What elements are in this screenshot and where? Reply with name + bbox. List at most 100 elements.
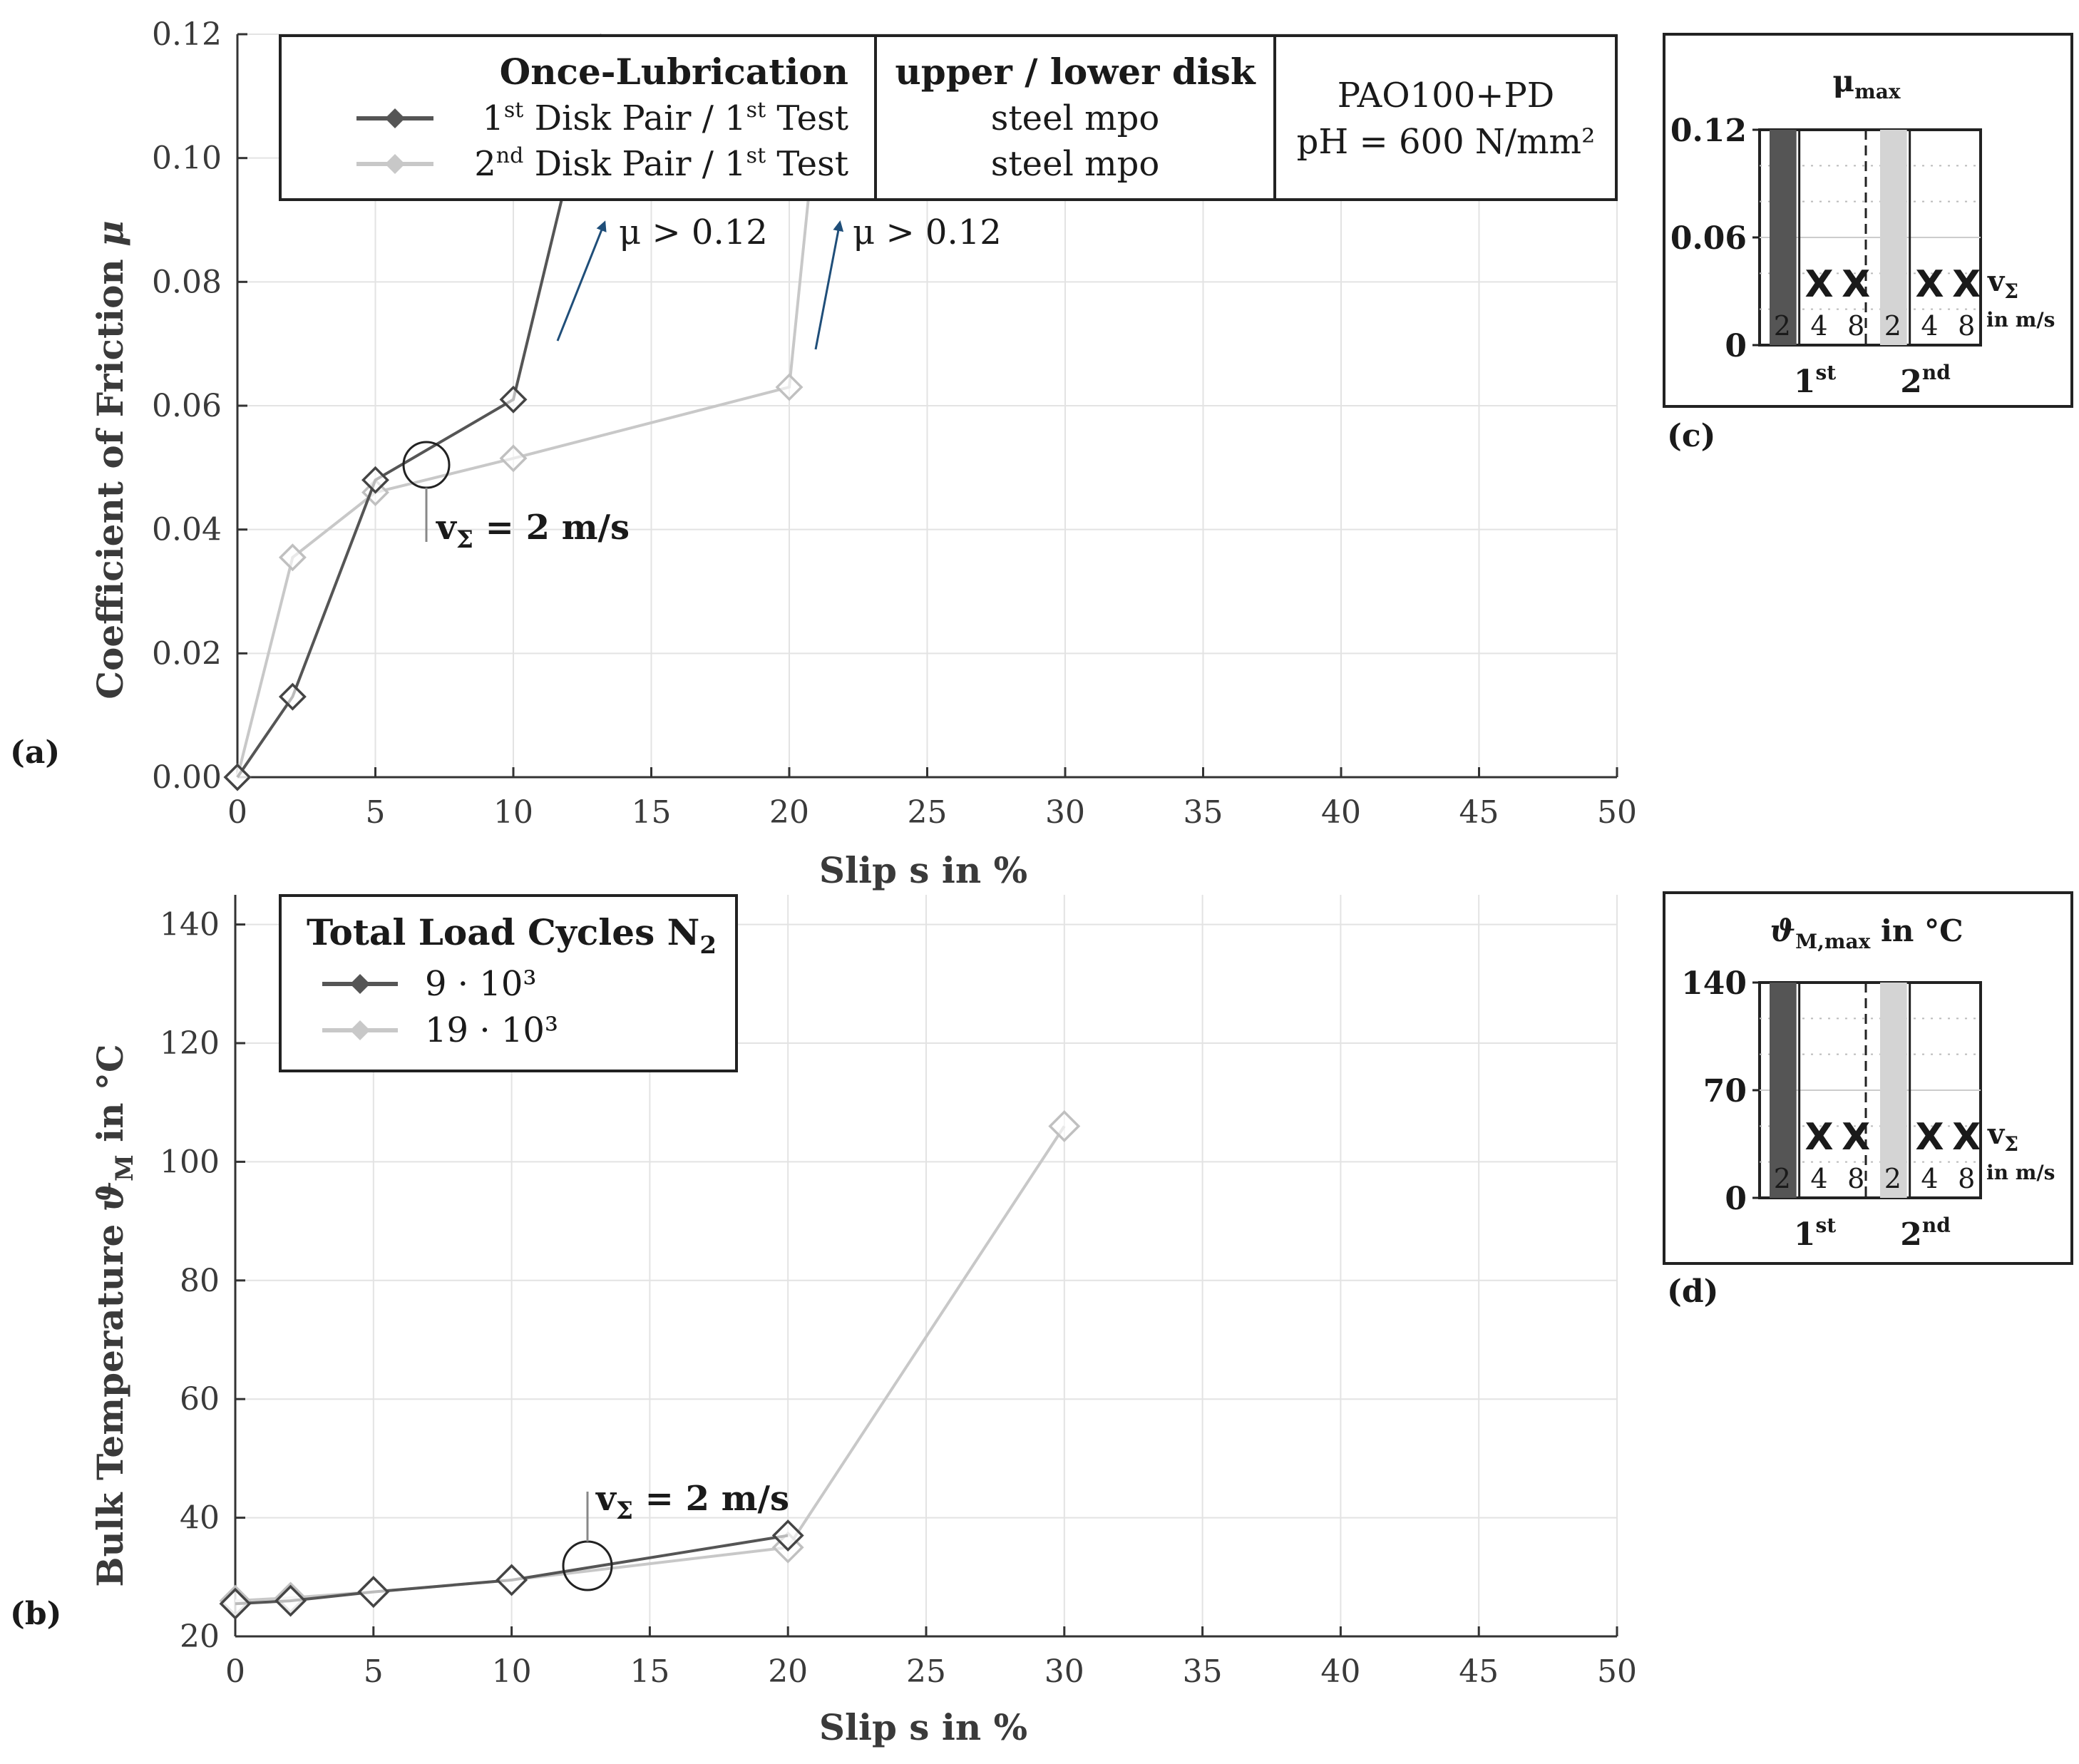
inset-speed-label: 4 bbox=[1810, 310, 1827, 342]
x-tick-label: 45 bbox=[1459, 794, 1499, 831]
inset-tick-label: 0 bbox=[1725, 1181, 1747, 1217]
inset-tick-label: 70 bbox=[1703, 1073, 1747, 1109]
x-axis-title-a: Slip s in % bbox=[819, 849, 1027, 891]
y-tick-label: 140 bbox=[160, 907, 220, 943]
x-tick-label: 5 bbox=[364, 1653, 384, 1690]
x-tick-label: 20 bbox=[769, 794, 809, 831]
inset-failed-marker: X bbox=[1952, 263, 1981, 306]
chart-panel-a: 0 5 10 15 20 25 30 35 40 45 50 0.00 0.02 0.04 0.06 0.0… bbox=[10, 16, 1637, 891]
legend-entry-9e3: 9 · 10³ bbox=[425, 964, 537, 1004]
inset-bar-1st bbox=[1770, 983, 1797, 1198]
x-tick-label: 40 bbox=[1321, 794, 1361, 831]
x-tick-label: 35 bbox=[1184, 794, 1223, 831]
annotation-arrow-1 bbox=[556, 220, 607, 342]
inset-title-c: μmax bbox=[1832, 63, 1901, 103]
inset-failed-marker: X bbox=[1952, 1116, 1981, 1159]
series-marker-0 bbox=[496, 1564, 528, 1596]
legend-title-a: Once-Lubrication bbox=[500, 51, 848, 93]
x-tick-label: 30 bbox=[1044, 1653, 1084, 1690]
series-marker-0 bbox=[274, 1584, 307, 1617]
inset-bar-2nd bbox=[1880, 130, 1907, 345]
inset-tick-label: 0.12 bbox=[1670, 113, 1747, 149]
inset-failed-marker: X bbox=[1805, 263, 1833, 306]
series-marker-0 bbox=[219, 1587, 252, 1620]
legend-a: Once-Lubrication 1st Disk Pair / 1st Tes… bbox=[279, 34, 1618, 201]
legend-col2-row2: steel mpo bbox=[991, 144, 1159, 184]
speed-label-a: vΣ = 2 m/s bbox=[436, 508, 630, 554]
x-tick-label: 30 bbox=[1045, 794, 1085, 831]
legend-title-b: Total Load Cycles N2 bbox=[307, 911, 717, 960]
inset-title-d: ϑM,max in °C bbox=[1770, 913, 1963, 953]
inset-speed-label: 8 bbox=[1958, 1163, 1975, 1194]
series-marker-0 bbox=[278, 682, 307, 711]
inset-speed-label: 2 bbox=[1774, 310, 1791, 342]
series-marker-0 bbox=[771, 1519, 804, 1552]
x-tick-label: 50 bbox=[1597, 794, 1637, 831]
legend-marker-9e3 bbox=[350, 974, 370, 994]
inset-failed-marker: X bbox=[1915, 1116, 1944, 1159]
inset-speed-label: 4 bbox=[1921, 1163, 1938, 1194]
y-tick-label: 20 bbox=[180, 1619, 220, 1655]
y-tick-label: 0.08 bbox=[152, 264, 222, 300]
x-axis-title-b: Slip s in % bbox=[819, 1706, 1027, 1748]
y-tick-label: 0.02 bbox=[152, 635, 222, 672]
inset-bar-1st bbox=[1770, 130, 1797, 345]
inset-group-label: 2nd bbox=[1900, 1214, 1951, 1253]
inset-tick-label: 0 bbox=[1725, 328, 1747, 364]
x-tick-label: 25 bbox=[906, 1653, 946, 1690]
inset-speed-label: 8 bbox=[1847, 310, 1864, 342]
panel-label-c: (c) bbox=[1667, 418, 1715, 454]
legend-col2-row1: steel mpo bbox=[991, 98, 1159, 138]
y-tick-label: 40 bbox=[180, 1500, 220, 1537]
y-axis-title-b: Bulk Temperature ϑM in °C bbox=[89, 1044, 139, 1586]
y-tick-label: 0.04 bbox=[152, 512, 222, 548]
annotation-mu-exceeds-1: μ > 0.12 bbox=[619, 212, 768, 252]
x-tick-label: 5 bbox=[366, 794, 386, 831]
inset-tick-label: 140 bbox=[1681, 965, 1747, 1002]
x-tick-label: 0 bbox=[225, 1653, 245, 1690]
x-tick-label: 45 bbox=[1459, 1653, 1499, 1690]
x-tick-label: 15 bbox=[630, 1653, 669, 1690]
inset-tick-label: 0.06 bbox=[1670, 220, 1747, 257]
speed-label-b: vΣ = 2 m/s bbox=[595, 1479, 789, 1525]
series-marker-1 bbox=[775, 373, 804, 401]
legend-marker-19e3 bbox=[350, 1020, 370, 1040]
series-marker-1 bbox=[278, 543, 307, 572]
series-marker-0 bbox=[499, 385, 528, 414]
series-marker-0 bbox=[357, 1576, 390, 1609]
x-tick-label: 35 bbox=[1183, 1653, 1223, 1690]
x-tick-label: 50 bbox=[1597, 1653, 1637, 1690]
series-marker-0 bbox=[223, 763, 252, 791]
inset-failed-marker: X bbox=[1842, 263, 1870, 306]
series-marker-1 bbox=[499, 444, 528, 473]
inset-group-label: 1st bbox=[1794, 1214, 1836, 1253]
inset-speed-label: 4 bbox=[1921, 310, 1938, 342]
legend-entry-1st: 1st Disk Pair / 1st Test bbox=[482, 98, 848, 138]
inset-failed-marker: X bbox=[1915, 263, 1944, 306]
panel-label-d: (d) bbox=[1667, 1273, 1718, 1310]
legend-entry-19e3: 19 · 10³ bbox=[425, 1010, 558, 1050]
x-tick-label: 40 bbox=[1320, 1653, 1360, 1690]
inset-bar-2nd bbox=[1880, 983, 1907, 1198]
y-tick-label: 120 bbox=[160, 1025, 220, 1062]
panel-label-a: (a) bbox=[10, 734, 60, 771]
inset-speed-unit: in m/s bbox=[1986, 1161, 2055, 1184]
annotation-mu-exceeds-2: μ > 0.12 bbox=[853, 212, 1002, 252]
chart-panel-b: 0 5 10 15 20 25 30 35 40 45 50 20 40 60 80 100 120 140 S… bbox=[10, 894, 1637, 1748]
annotation-arrow-2 bbox=[814, 220, 844, 350]
inset-speed-label: 2 bbox=[1774, 1163, 1791, 1194]
inset-group-label: 1st bbox=[1794, 361, 1836, 400]
y-tick-label: 60 bbox=[180, 1381, 220, 1417]
y-tick-label: 0.10 bbox=[152, 140, 222, 177]
x-tick-label: 10 bbox=[493, 794, 533, 831]
inset-speed-label: 4 bbox=[1810, 1163, 1827, 1194]
x-tick-label: 15 bbox=[632, 794, 672, 831]
y-tick-label: 0.06 bbox=[152, 388, 222, 424]
x-tick-label: 10 bbox=[492, 1653, 532, 1690]
inset-failed-marker: X bbox=[1805, 1116, 1833, 1159]
y-tick-label: 80 bbox=[180, 1263, 220, 1299]
y-axis-title-a: Coefficient of Friction μ bbox=[89, 220, 131, 699]
legend-marker-1st bbox=[385, 108, 405, 128]
y-tick-label: 0.00 bbox=[152, 759, 222, 796]
